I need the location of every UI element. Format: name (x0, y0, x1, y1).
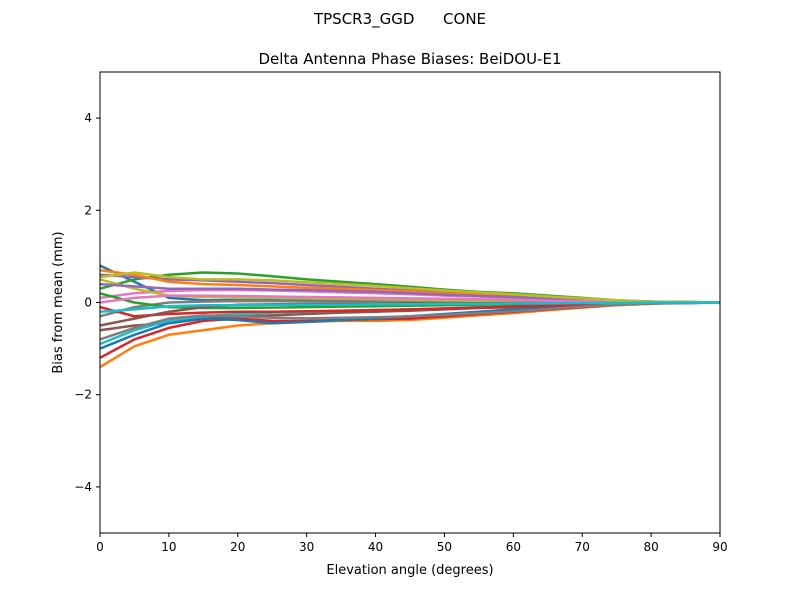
x-tick-label: 70 (575, 540, 590, 554)
y-axis: −4 −2 0 2 4 (74, 111, 100, 494)
x-axis: 0 10 20 30 40 50 60 70 80 90 (96, 533, 728, 554)
series-lines (99, 264, 721, 369)
x-tick-label: 60 (506, 540, 521, 554)
y-tick-label: −2 (74, 388, 92, 402)
y-axis-label: Bias from mean (mm) (51, 231, 66, 373)
x-tick-label: 40 (368, 540, 383, 554)
chart-title: Delta Antenna Phase Biases: BeiDOU-E1 (259, 50, 562, 68)
y-tick-label: 2 (84, 203, 92, 217)
x-tick-label: 30 (299, 540, 314, 554)
figure-suptitle: TPSCR3_GGD CONE (313, 10, 486, 29)
x-tick-label: 90 (712, 540, 727, 554)
series-line-19 (99, 271, 721, 304)
y-tick-label: 4 (84, 111, 92, 125)
x-axis-label: Elevation angle (degrees) (326, 563, 493, 578)
x-tick-label: 0 (96, 540, 104, 554)
x-tick-label: 20 (230, 540, 245, 554)
x-tick-label: 50 (437, 540, 452, 554)
series-line-18 (99, 301, 721, 341)
x-tick-label: 10 (161, 540, 176, 554)
x-tick-label: 80 (643, 540, 658, 554)
y-tick-label: −4 (74, 480, 92, 494)
series-line-20 (99, 301, 720, 313)
series-line-17 (99, 294, 720, 304)
y-tick-label: 0 (84, 296, 92, 310)
